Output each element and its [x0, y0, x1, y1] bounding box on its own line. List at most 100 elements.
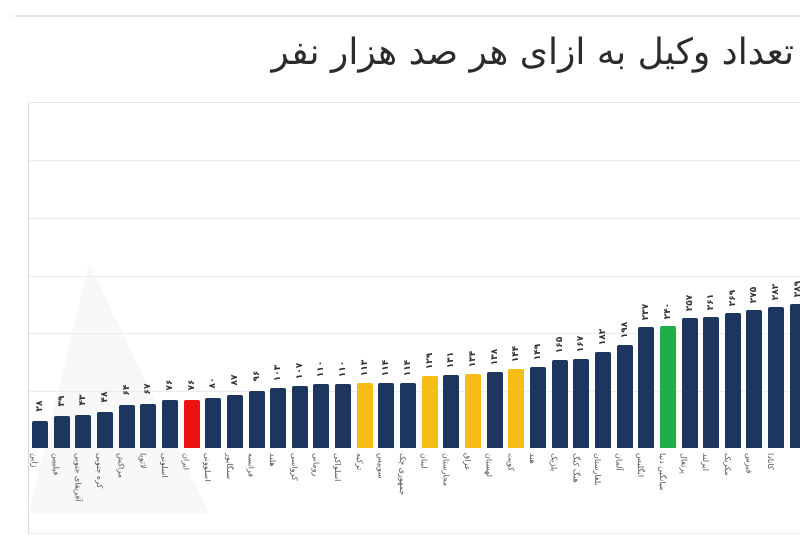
bar	[32, 421, 48, 448]
bar-column: ۱۶۵ بلژیک	[549, 103, 568, 533]
category-label: رومانی	[311, 453, 321, 477]
bar-column: ۶۴ مراکش	[116, 103, 135, 533]
value-label: ۱۱۴	[403, 359, 414, 377]
category-label: فیلیپین	[51, 453, 61, 476]
category-label: مجارستان	[441, 453, 451, 487]
category-label: جمهوری چک	[398, 453, 408, 496]
gridline	[29, 276, 800, 277]
bar	[248, 391, 265, 448]
bar	[594, 352, 611, 448]
bar-column: ۴۸ کره جنوبی	[94, 103, 113, 533]
category-label: مراکش	[116, 453, 126, 478]
bar	[378, 383, 395, 448]
bar	[400, 383, 417, 448]
value-label: ۱۰۷	[294, 362, 305, 380]
bar	[465, 374, 481, 448]
bar-column: ۲۴۰ میانگین دنیا	[657, 103, 676, 533]
bar-column: ۲۸۲ کانادا	[766, 103, 785, 533]
bar-column: ۲۳۷ انگلیس	[636, 103, 655, 533]
bar	[529, 367, 546, 448]
bar-column: ۲۵۷ پرتغال	[680, 103, 698, 533]
gridline	[29, 160, 800, 161]
bar-column: ۷۶ اسلونی	[160, 103, 178, 533]
value-label: ۷۶	[164, 379, 175, 391]
value-label: ۲۸۹	[792, 280, 800, 298]
category-label: کره جنوبی	[94, 453, 104, 489]
category-label: کویت	[506, 453, 516, 472]
value-label: ۲۶۱	[706, 293, 717, 311]
bar-column: ۱۰۷ کرواسی	[290, 103, 308, 533]
value-label: ۱۸۲	[597, 328, 608, 346]
bar	[638, 327, 655, 448]
category-label: هنگ کنگ	[571, 453, 581, 483]
bar	[616, 345, 633, 448]
category-label: بلژیک	[549, 453, 559, 472]
bar-column: ۱۱۳ ترکیه	[355, 103, 373, 533]
value-label: ۸۰	[208, 377, 219, 389]
category-label: مکزیک	[722, 453, 732, 476]
bar	[140, 404, 157, 448]
value-label: ۱۲۹	[424, 352, 435, 370]
value-label: ۱۴۴	[511, 345, 522, 363]
category-label: اسلواکی	[333, 453, 343, 482]
bar	[205, 398, 222, 448]
category-label: انگلیس	[636, 453, 646, 478]
value-label: ۱۴۹	[532, 343, 543, 361]
bar-column: ۱۲۹ لبنان	[420, 103, 438, 533]
bar-column: ۱۳۱ مجارستان	[441, 103, 460, 533]
bar	[659, 326, 676, 448]
value-label: ۱۱۴	[381, 359, 392, 377]
bar	[789, 304, 800, 448]
category-label: میانگین دنیا	[657, 453, 667, 491]
bar	[75, 415, 92, 448]
value-label: ۱۳۴	[468, 350, 478, 368]
category-label: فرانسه	[246, 453, 256, 478]
category-label: ایرلند	[701, 453, 711, 471]
value-label: ۲۵۷	[684, 294, 695, 312]
bar	[508, 369, 525, 448]
bar	[161, 400, 178, 448]
bar	[226, 395, 243, 448]
value-label: ۲۸۲	[771, 283, 782, 301]
gridline	[29, 218, 800, 219]
category-label: کانادا	[766, 453, 776, 470]
value-label: ۱۹۸	[619, 321, 630, 339]
category-label: عراق	[463, 453, 472, 471]
chart-title: تعداد وکیل به ازای هر صد هزار نفر	[271, 32, 794, 73]
bar-column: ۲۷۵ قبرس	[744, 103, 763, 533]
bar	[183, 400, 200, 448]
bar	[768, 307, 785, 448]
bar	[681, 318, 698, 448]
bar	[421, 376, 438, 448]
category-label: بلغارستان	[592, 453, 602, 486]
bar-column: ۱۳۴ عراق	[463, 103, 481, 533]
bar-column: ۱۴۴ کویت	[506, 103, 525, 533]
bar-series: ۲۸ ژاپن ۳۹ فیلیپین ۴۳ آفریقای جنوبی ۴۸ کره جنوب…	[29, 103, 800, 533]
bar-column: ۲۶۹ مکزیک	[722, 103, 741, 533]
value-label: ۱۰۳	[273, 364, 284, 382]
bar-column: ۱۱۰ اسلواکی	[333, 103, 352, 533]
category-label: سوییس	[376, 453, 386, 479]
bar	[746, 310, 763, 448]
top-divider	[15, 15, 800, 17]
bar-column: ۴۳ آفریقای جنوبی	[73, 103, 92, 533]
category-label: آلمان	[614, 453, 624, 471]
bar	[53, 416, 70, 448]
value-label: ۶۴	[121, 384, 132, 396]
value-label: ۱۳۸	[489, 348, 500, 366]
value-label: ۱۱۰	[338, 360, 349, 378]
bar-column: ۱۱۴ جمهوری چک	[398, 103, 417, 533]
category-label: قبرس	[744, 453, 754, 474]
bar	[703, 317, 720, 448]
value-label: ۲۳۷	[641, 303, 652, 321]
bar	[443, 375, 460, 448]
bar	[96, 412, 113, 448]
value-label: ۴۳	[78, 394, 89, 406]
bar-column: ۲۸ ژاپن	[30, 103, 48, 533]
bar-column: ۸۰ اسلوونی	[203, 103, 222, 533]
gridline	[29, 333, 800, 334]
bar-column: ۱۱۰ رومانی	[311, 103, 330, 533]
bar-column: ۱۸۲ بلغارستان	[592, 103, 611, 533]
bar-column: ۱۶۷ هنگ کنگ	[571, 103, 590, 533]
value-label: ۸۷	[229, 374, 240, 386]
